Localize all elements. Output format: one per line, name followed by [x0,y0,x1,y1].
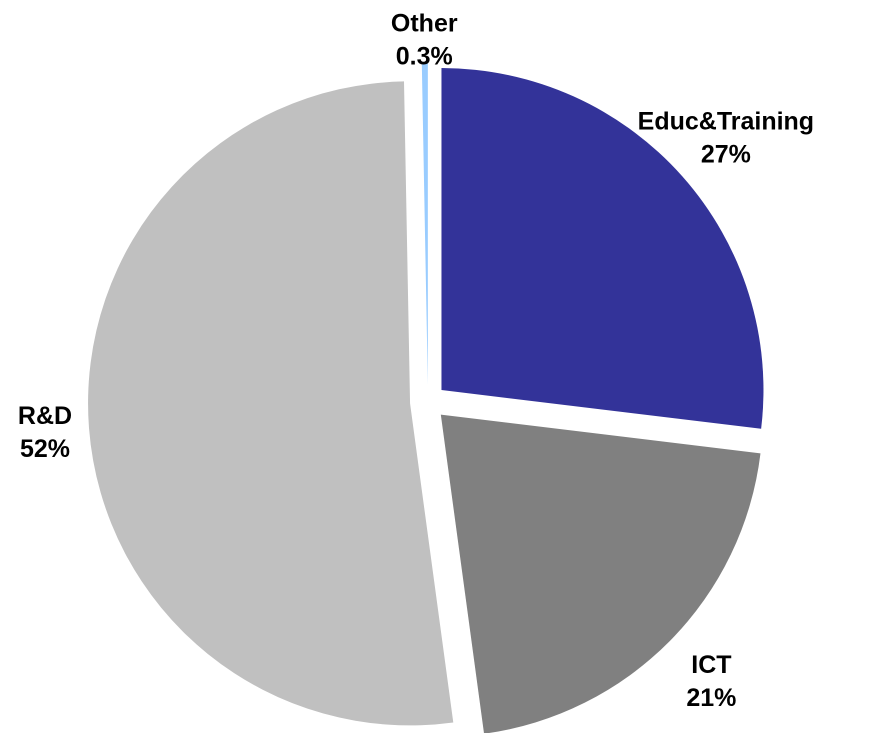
slice-value-label: 0.3% [396,43,453,71]
slice-label: R&D [18,402,72,430]
slice-label: Educ&Training [638,108,814,136]
slice-value-label: 52% [20,435,70,463]
pie-slice [421,62,428,385]
pie-slice [440,414,761,733]
slice-value-label: 21% [686,684,736,712]
pie-slice [441,68,764,429]
slice-label: ICT [691,651,731,679]
pie-slice [88,81,454,726]
slice-value-label: 27% [701,141,751,169]
slice-label: Other [391,10,458,38]
